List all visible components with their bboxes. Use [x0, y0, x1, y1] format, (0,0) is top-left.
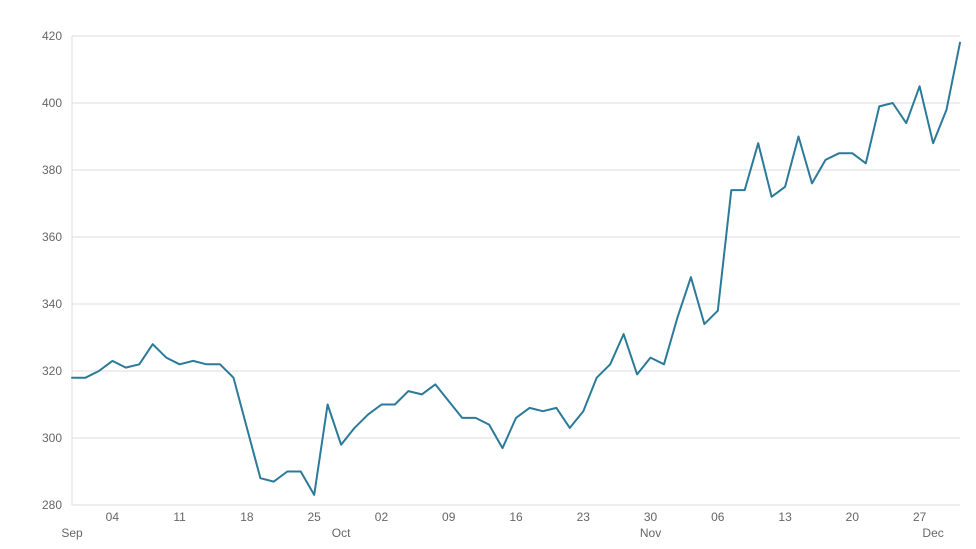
x-tick-month: Sep: [61, 526, 83, 540]
x-tick-day: 06: [711, 510, 725, 524]
x-tick-day: 02: [375, 510, 389, 524]
x-tick-day: 27: [913, 510, 927, 524]
x-tick-day: 18: [240, 510, 254, 524]
y-tick-label: 420: [42, 29, 62, 43]
y-tick-label: 340: [42, 297, 62, 311]
x-tick-month: Nov: [640, 526, 661, 540]
y-tick-label: 300: [42, 431, 62, 445]
x-tick-day: 23: [577, 510, 591, 524]
price-line: [72, 43, 960, 495]
y-tick-label: 320: [42, 364, 62, 378]
x-tick-day: 13: [778, 510, 792, 524]
x-tick-day: 20: [846, 510, 860, 524]
x-tick-day: 30: [644, 510, 658, 524]
x-tick-day: 16: [509, 510, 523, 524]
x-tick-day: 04: [106, 510, 120, 524]
x-tick-day: 09: [442, 510, 456, 524]
line-chart: 280 300 320 340 360 380 400 420 04 11 18 25 02 09 16 23…: [0, 0, 976, 549]
y-tick-label: 360: [42, 230, 62, 244]
y-tick-label: 380: [42, 163, 62, 177]
x-tick-day: 11: [173, 510, 186, 524]
y-tick-label: 280: [42, 498, 62, 512]
y-tick-label: 400: [42, 96, 62, 110]
x-tick-month: Oct: [332, 526, 351, 540]
x-tick-day: 25: [308, 510, 322, 524]
chart-svg: 280 300 320 340 360 380 400 420 04 11 18 25 02 09 16 23…: [0, 0, 976, 549]
x-tick-month: Dec: [922, 526, 943, 540]
